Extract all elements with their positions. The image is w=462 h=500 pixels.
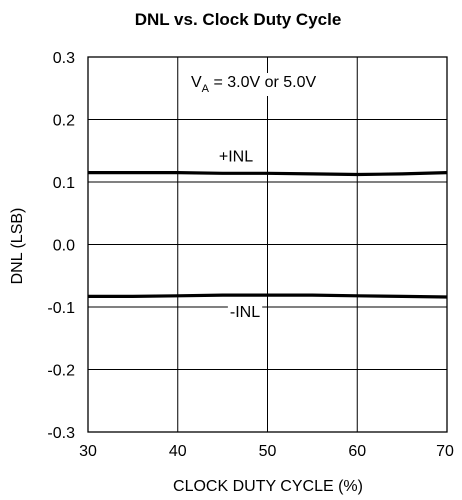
x-axis-label: CLOCK DUTY CYCLE (%) bbox=[173, 478, 363, 495]
x-tick-label: 30 bbox=[79, 443, 97, 460]
series-label: +INL bbox=[219, 148, 253, 165]
x-tick-label: 50 bbox=[259, 443, 277, 460]
plot-frame bbox=[87, 56, 448, 433]
series-line bbox=[88, 293, 448, 299]
series-label-background bbox=[227, 304, 263, 322]
y-tick-label: -0.3 bbox=[47, 425, 75, 442]
y-tick-labels: 0.3 0.2 0.1 0.0 -0.1 -0.2 -0.3 bbox=[47, 50, 75, 442]
x-tick-labels: 30 40 50 60 70 bbox=[79, 443, 454, 460]
grid bbox=[87, 56, 448, 433]
y-tick-label: -0.2 bbox=[47, 363, 75, 380]
y-tick-label: -0.1 bbox=[47, 300, 75, 317]
y-tick-label: 0.1 bbox=[53, 175, 75, 192]
x-tick-label: 70 bbox=[436, 443, 454, 460]
y-tick-label: 0.0 bbox=[53, 238, 75, 255]
y-tick-label: 0.2 bbox=[53, 113, 75, 130]
series-label-background bbox=[216, 148, 256, 166]
supply-voltage-annotation: VA = 3.0V or 5.0V bbox=[191, 74, 317, 95]
series-layer bbox=[88, 171, 448, 299]
x-tick-label: 40 bbox=[169, 443, 187, 460]
series-label: -INL bbox=[230, 304, 260, 321]
x-tick-label: 60 bbox=[348, 443, 366, 460]
series-labels: +INL -INL bbox=[216, 148, 263, 322]
y-axis-label: DNL (LSB) bbox=[9, 208, 26, 285]
y-tick-label: 0.3 bbox=[53, 50, 75, 67]
annotation-suffix: = 3.0V or 5.0V bbox=[209, 74, 317, 91]
chart-title: DNL vs. Clock Duty Cycle bbox=[135, 10, 342, 29]
annotation-background bbox=[189, 73, 319, 96]
series-line bbox=[88, 171, 448, 177]
annotation-subscript: A bbox=[202, 83, 210, 95]
annotation-prefix: V bbox=[191, 74, 202, 91]
